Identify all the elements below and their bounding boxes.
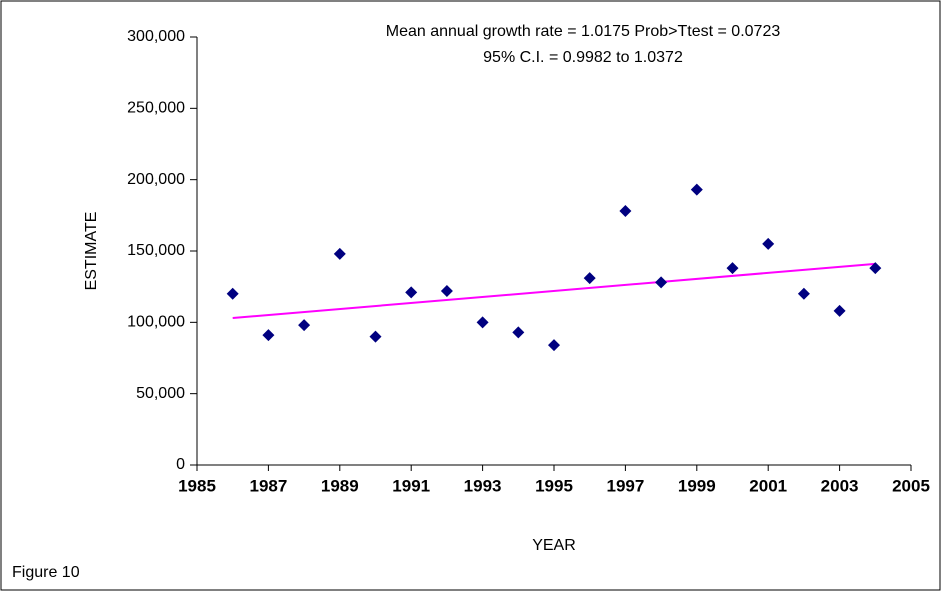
point: [797, 287, 810, 300]
trend-line: [232, 262, 876, 320]
y-tick-label: 250,000: [127, 100, 185, 117]
y-axis-label: ESTIMATE: [83, 212, 100, 291]
x-tick-label: 2003: [821, 476, 859, 495]
x-tick-label: 1997: [606, 476, 644, 495]
y-tick-label: 0: [176, 456, 185, 473]
point: [476, 316, 489, 329]
y-tick-label: 200,000: [127, 171, 185, 188]
x-tick-label: 1991: [392, 476, 430, 495]
point: [369, 330, 382, 343]
point: [548, 339, 560, 352]
point: [440, 284, 453, 297]
x-tick-label: 1989: [321, 476, 359, 495]
y-tick-label: 100,000: [127, 314, 185, 331]
point: [655, 276, 668, 289]
x-tick-label: 2005: [892, 476, 930, 495]
point: [405, 286, 418, 299]
y-tick-label: 50,000: [136, 385, 185, 402]
y-tick-label: 150,000: [127, 242, 185, 259]
point: [833, 304, 846, 317]
point: [333, 247, 346, 260]
x-tick-label: 1987: [249, 476, 287, 495]
point: [262, 329, 275, 342]
x-tick-label: 1995: [535, 476, 573, 495]
x-tick-label: 1993: [464, 476, 502, 495]
point: [762, 237, 775, 250]
chart-title: Mean annual growth rate = 1.0175 Prob>Tt…: [386, 23, 781, 40]
x-tick-label: 2001: [749, 476, 787, 495]
point: [690, 183, 703, 196]
x-tick-label: 1985: [178, 476, 216, 495]
x-tick-label: 1999: [678, 476, 716, 495]
point: [298, 319, 311, 332]
y-tick-label: 300,000: [127, 28, 185, 45]
point: [619, 205, 632, 218]
point: [726, 262, 739, 275]
x-axis-label: YEAR: [532, 537, 576, 554]
caption: Figure 10: [12, 564, 80, 581]
point: [226, 287, 239, 300]
point: [583, 272, 596, 285]
point: [869, 262, 882, 275]
point: [512, 326, 525, 339]
chart-subtitle: 95% C.I. = 0.9982 to 1.0372: [483, 49, 683, 66]
